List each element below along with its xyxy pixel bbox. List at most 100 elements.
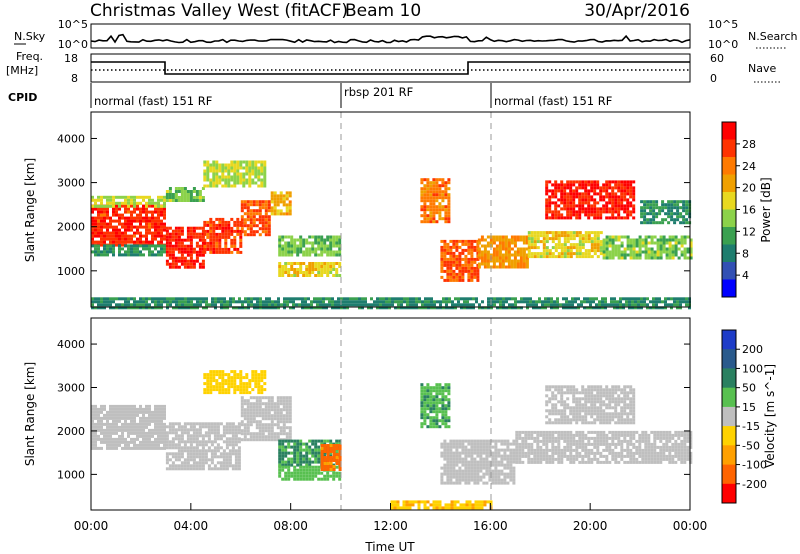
heatmap-cell — [338, 465, 342, 468]
heatmap-cell — [461, 457, 465, 461]
heatmap-cell — [276, 426, 280, 430]
heatmap-cell — [160, 253, 163, 257]
heatmap-cell — [447, 211, 451, 215]
heatmap-cell — [267, 417, 271, 421]
heatmap-cell — [278, 268, 282, 271]
heatmap-cell — [171, 235, 175, 239]
heatmap-cell — [470, 245, 474, 249]
heatmap-cell — [177, 452, 181, 456]
heatmap-cell — [209, 181, 213, 185]
heatmap-cell — [195, 431, 199, 435]
heatmap-cell — [467, 272, 471, 276]
heatmap-cell — [171, 464, 175, 468]
heatmap-cell — [261, 218, 265, 222]
heatmap-cell — [481, 300, 484, 304]
heatmap-cell — [670, 206, 674, 210]
heatmap-cell — [118, 434, 121, 438]
heatmap-cell — [112, 297, 115, 301]
heatmap-cell — [641, 244, 645, 248]
heatmap-cell — [221, 388, 225, 392]
heatmap-cell — [550, 300, 553, 304]
heatmap-cell — [452, 254, 456, 258]
heatmap-cell — [581, 201, 585, 205]
heatmap-cell — [224, 178, 228, 182]
heatmap-cell — [240, 432, 244, 436]
heatmap-cell — [142, 195, 145, 199]
heatmap-cell — [255, 396, 259, 400]
heatmap-cell — [444, 389, 448, 393]
heatmap-cell — [249, 212, 253, 216]
heatmap-cell — [174, 193, 178, 196]
heatmap-cell — [267, 402, 271, 406]
heatmap-cell — [667, 303, 670, 307]
heatmap-cell — [308, 448, 312, 452]
heatmap-cell — [118, 204, 121, 208]
heatmap-cell — [206, 391, 210, 395]
heatmap-cell — [145, 216, 148, 220]
heatmap-cell — [656, 241, 660, 245]
heatmap-cell — [620, 201, 624, 205]
heatmap-cell — [299, 442, 303, 446]
heatmap-cell — [183, 422, 187, 426]
heatmap-cell — [539, 255, 543, 259]
heatmap-cell — [581, 255, 585, 259]
heatmap-cell — [163, 428, 166, 432]
heatmap-cell — [548, 249, 552, 253]
heatmap-cell — [680, 238, 684, 242]
heatmap-cell — [507, 247, 511, 251]
heatmap-cell — [115, 195, 118, 199]
heatmap-cell — [171, 428, 175, 432]
heatmap-cell — [262, 300, 265, 304]
heatmap-cell — [332, 453, 336, 456]
heatmap-cell — [249, 432, 253, 436]
heatmap-cell — [638, 238, 642, 242]
heatmap-cell — [189, 196, 193, 199]
heatmap-cell — [165, 199, 169, 202]
heatmap-cell — [236, 163, 240, 167]
heatmap-cell — [94, 240, 97, 244]
heatmap-cell — [485, 439, 489, 443]
heatmap-cell — [566, 180, 570, 184]
heatmap-cell — [464, 466, 468, 470]
freq-frame — [90, 53, 691, 83]
heatmap-cell — [466, 300, 469, 304]
heatmap-cell — [157, 422, 160, 426]
heatmap-cell — [91, 431, 94, 435]
heatmap-cell — [136, 228, 139, 232]
heatmap-cell — [382, 306, 385, 310]
heatmap-cell — [145, 443, 148, 447]
heatmap-cell — [243, 402, 247, 406]
heatmap-cell — [440, 263, 444, 267]
heatmap-cell — [142, 443, 145, 447]
heatmap-cell — [91, 216, 94, 220]
heatmap-cell — [551, 252, 555, 256]
heatmap-cell — [148, 228, 151, 232]
heatmap-cell — [500, 469, 504, 473]
heatmap-cell — [225, 425, 229, 429]
heatmap-cell — [560, 186, 564, 190]
heatmap-cell — [590, 249, 594, 253]
heatmap-cell — [679, 306, 682, 310]
heatmap-cell — [210, 461, 214, 465]
heatmap-cell — [285, 426, 289, 430]
heatmap-cell — [224, 184, 228, 188]
heatmap-cell — [243, 438, 247, 442]
heatmap-cell — [190, 300, 193, 304]
heatmap-cell — [517, 300, 520, 304]
heatmap-cell — [198, 199, 202, 202]
heatmap-cell — [664, 306, 667, 310]
heatmap-cell — [572, 243, 576, 247]
heatmap-cell — [587, 195, 591, 199]
heatmap-cell — [121, 237, 124, 241]
heatmap-cell — [400, 300, 403, 304]
heatmap-cell — [124, 300, 127, 304]
heatmap-cell — [620, 244, 624, 248]
heatmap-cell — [626, 186, 630, 190]
heatmap-cell — [667, 206, 671, 210]
heatmap-cell — [171, 238, 175, 242]
heatmap-cell — [443, 260, 447, 264]
heatmap-cell — [201, 259, 205, 263]
heatmap-cell — [174, 431, 178, 435]
heatmap-cell — [617, 180, 621, 184]
heatmap-cell — [482, 460, 486, 464]
